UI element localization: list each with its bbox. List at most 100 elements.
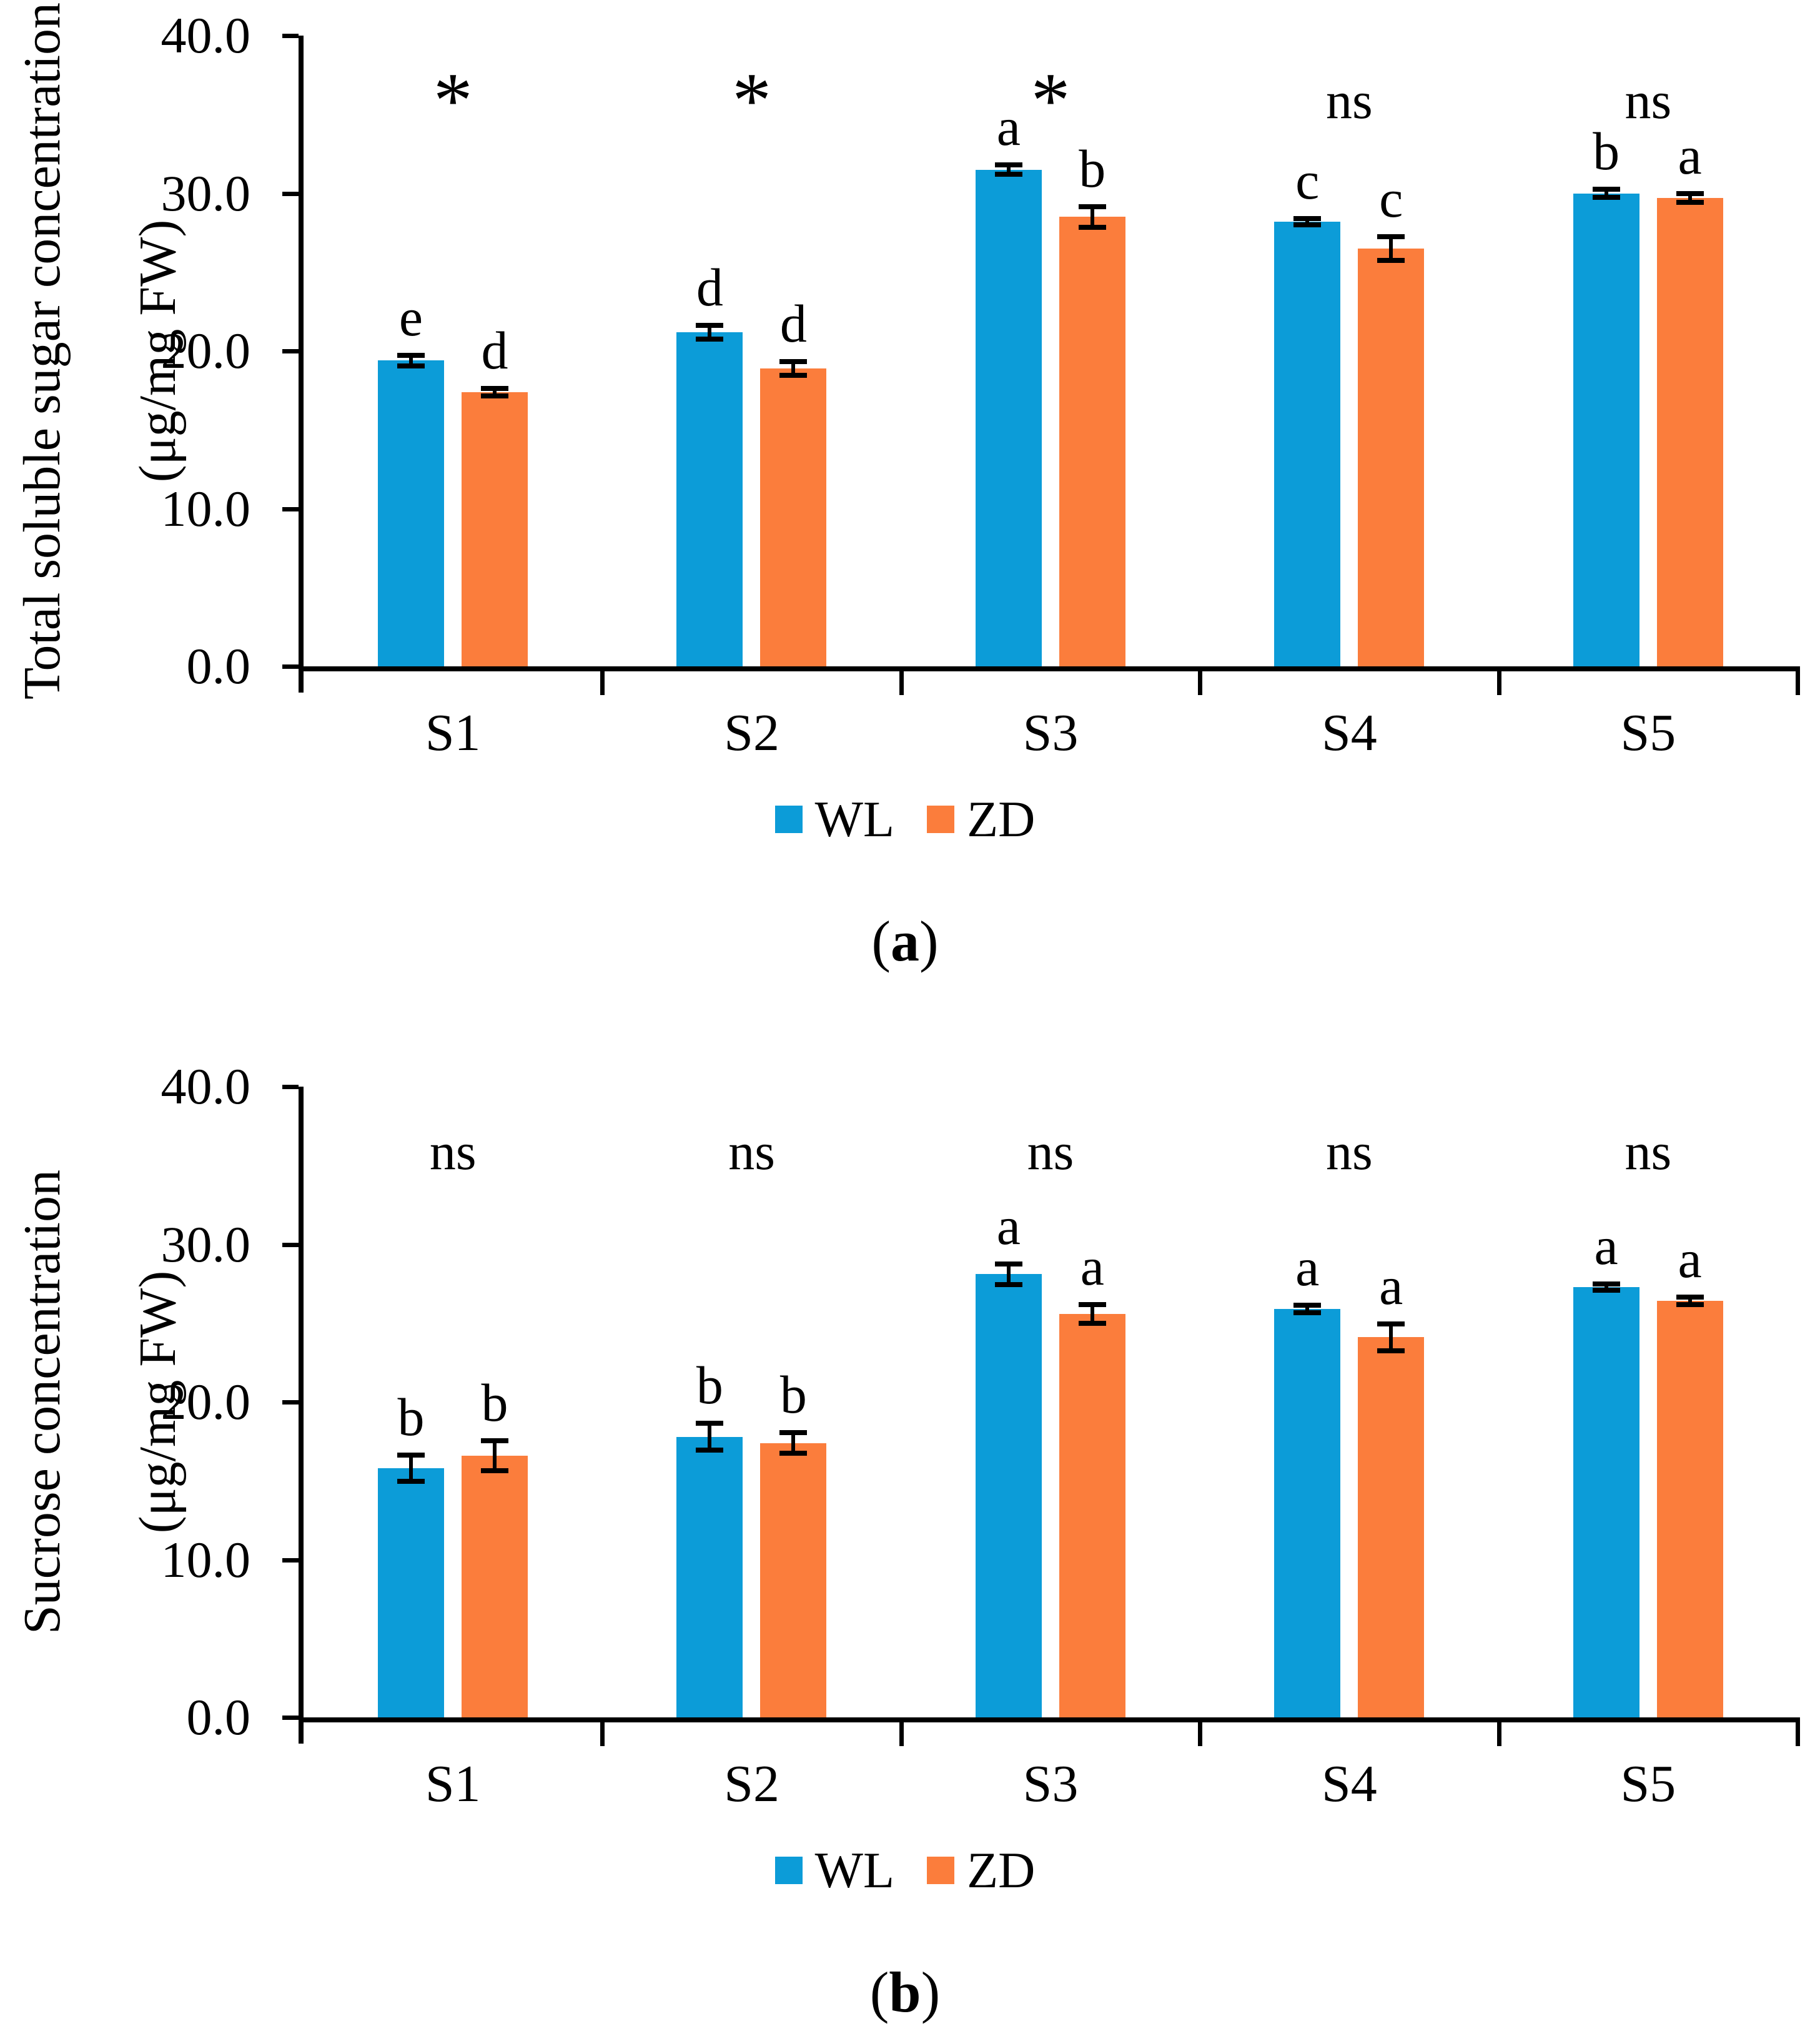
y-axis-tick: [282, 1242, 299, 1247]
error-bar-line: [1389, 239, 1393, 258]
category-label-s2: S2: [724, 1755, 779, 1813]
y-axis-tick-label: 30.0: [161, 164, 251, 222]
category-label-s4: S4: [1322, 704, 1377, 762]
y-axis-tick: [282, 34, 299, 38]
bar-zd-s4: [1358, 248, 1425, 666]
significance-label-s3: ns: [1027, 1123, 1074, 1181]
bar-zd-s4: [1358, 1337, 1425, 1717]
legend-item-wl: WL: [774, 790, 895, 849]
significance-label-s1: *: [433, 57, 473, 144]
x-axis-tick: [899, 1717, 904, 1746]
letter-label-wl-s4: c: [1295, 151, 1320, 211]
y-axis-tick: [282, 1400, 299, 1405]
letter-label-wl-s2: d: [696, 257, 723, 317]
letter-label-wl-s1: b: [397, 1386, 425, 1447]
x-axis-tick: [600, 666, 605, 695]
y-axis-title-line1: Total soluble sugar concentration: [13, 2, 71, 700]
y-axis-tick: [282, 349, 299, 353]
letter-label-wl-s3: a: [996, 1196, 1021, 1257]
y-axis-tick-label: 0.0: [186, 638, 251, 694]
bar-wl-s2: [676, 1436, 743, 1717]
y-axis-tick-label: 40.0: [161, 7, 251, 64]
bar-wl-s5: [1573, 1286, 1639, 1717]
y-axis-tick-label: 20.0: [161, 1373, 251, 1430]
significance-label-s5: ns: [1625, 72, 1672, 130]
error-bar-line: [1090, 1306, 1094, 1321]
error-bar-line: [708, 327, 712, 337]
letter-label-zd-s3: b: [1079, 139, 1106, 199]
legend-label-zd: ZD: [967, 1842, 1036, 1898]
plot-area-b: 0.0 10.0 20.0 30.0 40.0 S1 ns b b S2 ns b b S3 ns a a S4 n…: [161, 1059, 1800, 1813]
panel-label-b: (b): [0, 1958, 1810, 2027]
error-bar-wl-s1: [397, 1452, 425, 1484]
legend-item-wl: WL: [774, 1841, 895, 1900]
chart-panel-b: Sucrose concentration (μg/mg FW) 0.0 10.0…: [0, 1051, 1810, 2044]
bar-zd-s3: [1059, 217, 1125, 666]
significance-label-s3: *: [1031, 57, 1071, 144]
error-bar-line: [493, 1443, 497, 1468]
error-bar-line: [409, 1457, 413, 1479]
x-axis-tick: [1198, 1717, 1203, 1746]
panel-label-a-letter: a: [891, 909, 919, 973]
error-bar-wl-s3: [994, 1261, 1022, 1287]
y-axis-tick-label: 30.0: [161, 1215, 251, 1273]
bar-zd-s2: [760, 368, 827, 666]
error-bar-zd-s5: [1676, 190, 1704, 205]
category-label-s3: S3: [1022, 704, 1079, 762]
letter-label-zd-s5: a: [1678, 125, 1702, 185]
bar-wl-s3: [975, 169, 1042, 666]
error-bar-line: [1604, 1286, 1608, 1288]
significance-label-s2: ns: [728, 1123, 775, 1181]
category-label-s1: S1: [425, 704, 481, 762]
y-axis-tick-label: 20.0: [161, 322, 251, 379]
error-bar-line: [1389, 1326, 1393, 1348]
error-bar-line: [1305, 221, 1310, 223]
bar-wl-s2: [676, 332, 743, 666]
error-bar-line: [493, 390, 497, 393]
bar-zd-s3: [1059, 1313, 1125, 1717]
legend-a: WL ZD: [0, 788, 1810, 851]
legend-label-wl: WL: [814, 1842, 895, 1898]
error-bar-zd-s4: [1377, 1321, 1405, 1353]
letter-label-wl-s1: e: [398, 287, 423, 347]
error-bar-line: [1688, 1300, 1692, 1303]
bar-wl-s1: [378, 360, 444, 666]
letter-label-zd-s2: b: [779, 1365, 807, 1425]
y-axis-tick: [282, 1085, 299, 1089]
legend-item-zd: ZD: [927, 790, 1035, 849]
error-bar-wl-s2: [696, 322, 724, 342]
plot-area-a: 0.0 10.0 20.0 30.0 40.0 S1 * e d S2 * d d S3 * a b S4 ns c c…: [161, 7, 1800, 762]
significance-label-s5: ns: [1625, 1123, 1672, 1181]
error-bar-wl-s1: [397, 352, 425, 368]
significance-label-s4: ns: [1326, 72, 1373, 130]
x-axis-tick: [1796, 1717, 1800, 1746]
bar-wl-s1: [378, 1468, 444, 1717]
y-axis-tick: [282, 1716, 299, 1720]
letter-label-zd-s1: b: [481, 1373, 508, 1433]
y-axis-title-line2: (μg/mg FW): [129, 219, 187, 483]
y-axis-line-extension: [299, 666, 304, 693]
letter-label-zd-s5: a: [1678, 1229, 1702, 1290]
error-bar-zd-s5: [1676, 1295, 1704, 1308]
category-label-s3: S3: [1022, 1755, 1079, 1813]
significance-label-s1: ns: [429, 1123, 477, 1181]
error-bar-wl-s4: [1293, 1302, 1322, 1316]
x-axis-tick: [1496, 1717, 1501, 1746]
y-axis-line-extension: [299, 1717, 304, 1744]
error-bar-line: [1006, 1266, 1011, 1282]
letter-label-wl-s4: a: [1295, 1237, 1320, 1297]
bar-zd-s5: [1656, 1301, 1723, 1717]
letter-label-zd-s1: d: [481, 320, 508, 380]
bar-zd-s2: [760, 1443, 827, 1717]
error-bar-zd-s4: [1377, 234, 1405, 263]
x-axis-tick: [1198, 666, 1203, 695]
letter-label-zd-s3: a: [1080, 1236, 1104, 1296]
error-bar-line: [1604, 192, 1608, 195]
legend-label-wl: WL: [814, 791, 895, 847]
y-axis-tick: [282, 191, 299, 196]
x-axis-tick: [600, 1717, 605, 1746]
error-bar-wl-s5: [1592, 187, 1620, 200]
category-label-s4: S4: [1322, 1755, 1377, 1813]
panel-label-b-close: ): [921, 1960, 941, 2024]
